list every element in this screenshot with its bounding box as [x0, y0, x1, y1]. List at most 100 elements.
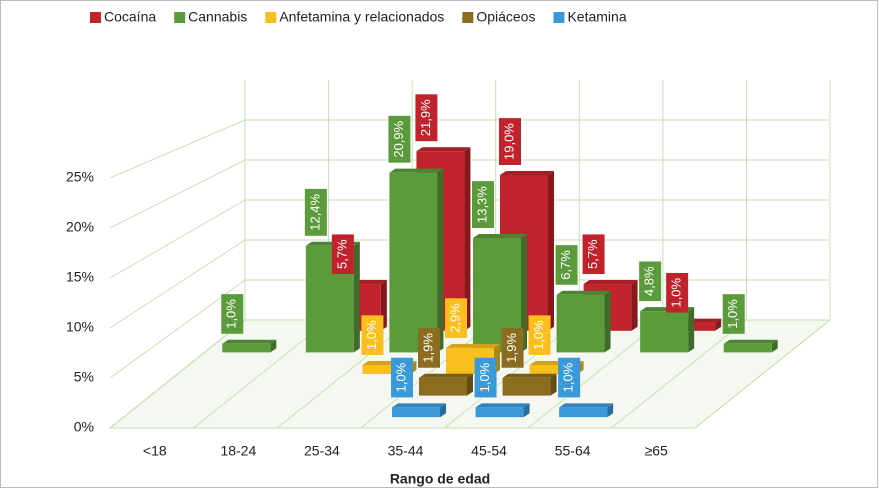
- bar-top: [500, 171, 554, 175]
- legend-swatch: [265, 12, 277, 23]
- value-label-box: [555, 245, 578, 285]
- value-label-group: 1,0%: [528, 315, 551, 355]
- legend-label: Cocaína: [104, 9, 156, 25]
- bar-side: [715, 318, 722, 331]
- legend-swatch: [90, 12, 101, 23]
- value-label-box: [445, 298, 467, 338]
- bar-side: [604, 290, 611, 353]
- legend-swatch: [174, 12, 186, 23]
- value-label: 19,0%: [501, 123, 516, 160]
- value-label-box: [361, 315, 384, 355]
- x-tick-label: 18-24: [220, 443, 256, 459]
- value-label-box: [528, 315, 551, 355]
- value-label-box: [388, 115, 411, 163]
- value-label-group: 19,0%: [499, 118, 521, 165]
- bar-side: [771, 339, 778, 353]
- grid-line: [109, 119, 246, 179]
- value-label-box: [391, 357, 413, 398]
- bar: [502, 377, 551, 396]
- bar-top: [222, 339, 277, 344]
- bar-top: [416, 147, 471, 152]
- value-label-box: [558, 357, 581, 398]
- value-label-box: [501, 328, 524, 368]
- x-tick-label: 25-34: [304, 443, 340, 459]
- value-label: 5,7%: [334, 239, 349, 269]
- value-label-box: [722, 294, 745, 334]
- value-label-box: [418, 328, 440, 368]
- bar-top: [389, 168, 444, 173]
- bar-side: [521, 234, 527, 353]
- value-label: 6,7%: [558, 250, 573, 280]
- bar: [392, 407, 440, 418]
- bar-top: [723, 339, 778, 344]
- bar: [723, 343, 772, 353]
- bar-side: [353, 241, 360, 353]
- value-label-group: 12,4%: [304, 188, 327, 236]
- bar-side: [437, 168, 444, 353]
- value-label-group: 6,7%: [555, 245, 578, 285]
- value-label-group: 1,9%: [501, 328, 524, 368]
- legend-label: Cannabis: [188, 9, 247, 25]
- value-label: 1,0%: [224, 299, 239, 329]
- bar-side: [631, 280, 638, 331]
- x-tick-label: 55-64: [555, 443, 591, 459]
- bar-side: [270, 339, 277, 353]
- y-tick-label: 10%: [66, 319, 94, 335]
- x-tick-label: <18: [143, 443, 167, 459]
- bar-side: [548, 171, 554, 331]
- x-tick-label: ≥65: [645, 443, 668, 459]
- value-label-box: [221, 294, 244, 334]
- value-label-box: [639, 261, 662, 302]
- bar-top: [475, 403, 530, 408]
- bar-top: [502, 373, 557, 378]
- bar-top: [419, 373, 473, 378]
- bar-top: [583, 280, 638, 285]
- y-tick-label: 15%: [66, 269, 94, 285]
- floor-divider: [694, 319, 831, 429]
- value-label: 2,9%: [447, 303, 462, 333]
- bar-side: [464, 147, 471, 331]
- bar-side: [550, 373, 557, 396]
- value-label: 1,0%: [561, 362, 576, 392]
- value-label-group: 5,7%: [582, 234, 605, 275]
- bar-top: [392, 403, 446, 408]
- value-label-box: [666, 272, 689, 313]
- value-label-box: [415, 94, 438, 142]
- value-label-group: 13,3%: [472, 181, 494, 229]
- y-tick-label: 25%: [66, 169, 94, 185]
- value-label-group: 1,0%: [666, 272, 689, 313]
- legend-label: Anfetamina y relacionados: [279, 9, 444, 25]
- y-tick-label: 5%: [74, 369, 94, 385]
- value-label-group: 5,7%: [331, 234, 354, 275]
- value-label-box: [331, 234, 354, 275]
- value-label: 4,8%: [642, 266, 657, 296]
- bar-top: [473, 234, 527, 239]
- legend-swatch: [553, 12, 565, 23]
- x-axis-label: Rango de edad: [390, 471, 490, 487]
- bar: [529, 365, 578, 374]
- y-tick-label: 20%: [66, 219, 94, 235]
- bar-top: [559, 403, 614, 408]
- grid-line: [109, 319, 246, 429]
- value-label: 1,0%: [669, 278, 684, 308]
- bar: [556, 294, 605, 353]
- value-label: 12,4%: [307, 193, 322, 230]
- value-label: 1,0%: [725, 299, 740, 329]
- grid-line: [109, 239, 246, 329]
- grid-line: [109, 159, 246, 229]
- value-label-group: 1,0%: [722, 294, 745, 334]
- legend-label: Ketamina: [567, 9, 626, 25]
- legend-swatch: [462, 12, 474, 23]
- bar: [222, 343, 271, 353]
- value-label-group: 2,9%: [445, 298, 467, 338]
- bar-side: [607, 403, 614, 418]
- value-label: 20,9%: [391, 120, 406, 157]
- value-label: 1,9%: [504, 333, 519, 363]
- value-label-group: 4,8%: [639, 261, 662, 302]
- value-label: 1,0%: [364, 320, 379, 350]
- value-label-box: [582, 234, 605, 275]
- value-label-group: 1,9%: [418, 328, 440, 368]
- floor-divider: [611, 319, 747, 429]
- bar-side: [440, 403, 446, 418]
